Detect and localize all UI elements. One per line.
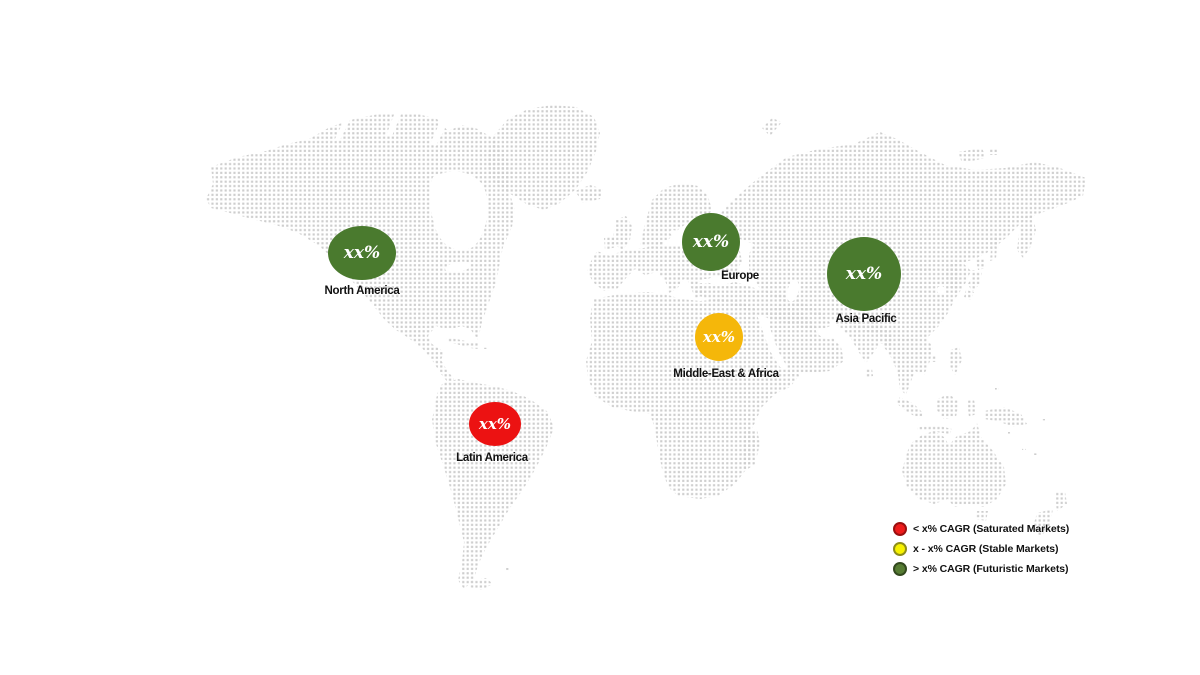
island-japan-honshu — [968, 270, 982, 292]
continent-south-america — [432, 379, 554, 589]
region-label-north-america: North America — [324, 285, 400, 297]
region-middle-east — [690, 282, 832, 331]
sea-great-lakes — [445, 261, 471, 273]
bubble-value: xx% — [702, 327, 736, 346]
sea-caspian — [786, 280, 800, 302]
island-tasmania — [976, 511, 988, 521]
island-sri-lanka — [865, 368, 873, 377]
island-pacific-4 — [1041, 419, 1045, 422]
island-pacific-3 — [1034, 452, 1038, 455]
legend-label: x - x% CAGR (Stable Markets) — [913, 543, 1059, 555]
island-sulawesi — [967, 399, 976, 417]
sea-black-sea — [707, 275, 737, 285]
island-sumatra — [896, 397, 924, 419]
island-novaya-zemlya — [762, 118, 782, 136]
island-iceland — [575, 185, 603, 203]
sea-persian-gulf — [815, 328, 833, 340]
sea-bohai — [937, 286, 945, 294]
island-pacific-1 — [1008, 432, 1012, 435]
sea-cutouts — [334, 112, 945, 340]
island-cuba — [446, 337, 470, 346]
island-madagascar — [741, 429, 760, 471]
island-tierra-del-fuego — [469, 578, 493, 590]
bubble-asia-pacific: xx% — [827, 237, 901, 311]
region-scandinavia — [640, 183, 712, 248]
island-borneo — [936, 394, 959, 419]
legend-item-futuristic: > x% CAGR (Futuristic Markets) — [893, 562, 1069, 576]
bubble-middle-east-africa: xx% — [695, 313, 743, 361]
continents — [206, 105, 1086, 590]
bubble-value: xx% — [478, 414, 512, 433]
legend: < x% CAGR (Saturated Markets) x - x% CAG… — [893, 522, 1069, 576]
legend-item-saturated: < x% CAGR (Saturated Markets) — [893, 522, 1069, 536]
legend-swatch-yellow — [893, 542, 907, 556]
island-falkland — [504, 568, 509, 572]
island-greenland — [487, 105, 600, 210]
island-japan-hokkaido — [976, 258, 986, 270]
island-new-siberian — [958, 148, 986, 163]
island-philippines — [949, 347, 962, 375]
continent-australia — [902, 423, 1006, 507]
island-nz-south — [1033, 509, 1053, 537]
island-java — [917, 426, 952, 434]
island-great-britain — [613, 216, 632, 250]
region-india — [834, 317, 893, 363]
bubble-europe: xx% — [682, 213, 740, 271]
bubble-value: xx% — [343, 242, 381, 263]
region-label-latin-america: Latin America — [456, 452, 528, 464]
region-indochina — [884, 337, 933, 395]
legend-label: < x% CAGR (Saturated Markets) — [913, 523, 1070, 535]
bubble-north-america: xx% — [328, 226, 396, 280]
bubble-latin-america: xx% — [469, 402, 521, 446]
legend-label: > x% CAGR (Futuristic Markets) — [913, 563, 1069, 575]
legend-swatch-red — [893, 522, 907, 536]
sea-arctic-channel-1 — [334, 116, 352, 141]
island-japan-kyushu — [964, 290, 974, 300]
sea-arctic-channel-3 — [430, 122, 447, 146]
region-label-europe: Europe — [721, 270, 759, 282]
island-pacific-5 — [995, 388, 999, 391]
sea-arctic-channel-2 — [386, 112, 402, 136]
island-hispaniola — [470, 342, 479, 349]
legend-swatch-green — [893, 562, 907, 576]
region-siberia — [716, 132, 1086, 271]
island-puerto-rico — [483, 346, 488, 349]
island-ireland — [604, 236, 616, 250]
sea-hudson-bay — [429, 171, 488, 251]
island-nz-north — [1054, 491, 1067, 511]
island-taiwan — [932, 356, 937, 362]
continent-africa — [586, 292, 800, 499]
region-kamchatka — [1017, 214, 1036, 258]
island-pacific-2 — [1022, 447, 1026, 450]
bubble-value: xx% — [692, 231, 730, 252]
region-label-middle-east-africa: Middle-East & Africa — [673, 368, 779, 380]
island-wrangel — [990, 148, 998, 155]
bubble-value: xx% — [845, 263, 883, 284]
legend-item-stable: x - x% CAGR (Stable Markets) — [893, 542, 1069, 556]
region-label-asia-pacific: Asia Pacific — [835, 313, 897, 325]
island-sakhalin — [990, 235, 998, 261]
island-new-guinea — [984, 407, 1027, 427]
region-korea — [946, 264, 960, 294]
